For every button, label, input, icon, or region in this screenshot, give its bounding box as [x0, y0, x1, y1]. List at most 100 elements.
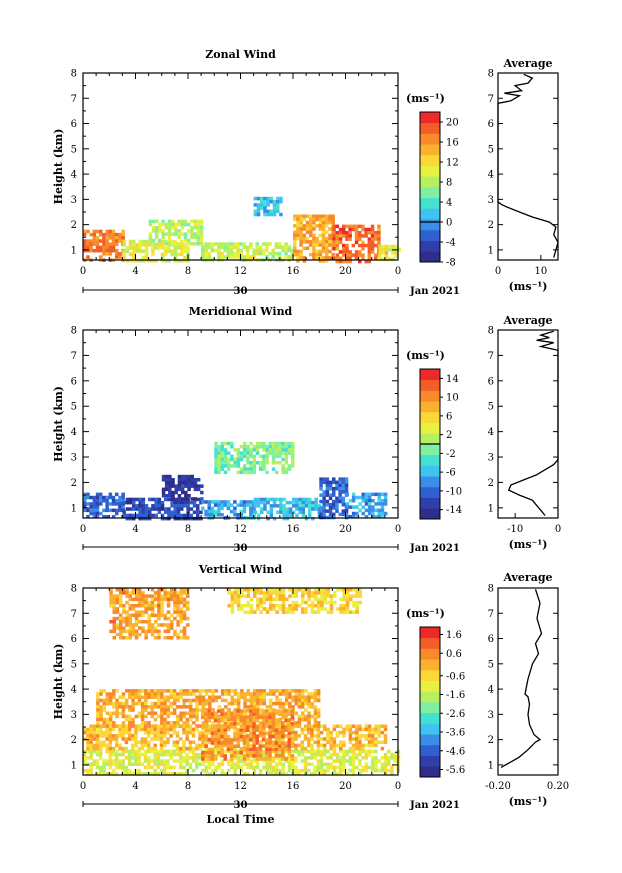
panel3-cell-r5 — [242, 725, 247, 729]
panel3-cell-r3 — [122, 636, 126, 640]
panel2-cell-r3 — [245, 500, 250, 504]
panel2-cell-r6 — [332, 506, 336, 510]
panel3-cell-r0 — [329, 752, 333, 757]
panel3-cell-r5 — [261, 731, 266, 736]
panel3-cell-r0 — [268, 772, 273, 776]
panel1-cell-r6 — [338, 227, 343, 232]
panel3-cell-r5 — [265, 718, 269, 723]
panel1-cell-r5 — [318, 252, 323, 257]
panel1-cell-r6 — [335, 240, 340, 245]
panel3-cell-r2 — [96, 721, 100, 725]
panel1-cell-r0 — [99, 255, 103, 259]
panel3-cell-r5 — [207, 757, 211, 761]
panel1-cell-r2 — [190, 226, 194, 230]
panel3-cell-r0 — [383, 752, 388, 757]
panel3-cell-r0 — [316, 762, 321, 766]
panel3-ytick-label: 4 — [71, 685, 77, 696]
panel3-cell-r4 — [310, 610, 315, 614]
panel3-cell-r4 — [345, 594, 350, 598]
panel3-cell-r3 — [154, 613, 158, 618]
panel1-cell-r3 — [277, 251, 282, 256]
panel3-cell-r4 — [288, 594, 292, 598]
panel3-cell-r2 — [195, 701, 199, 706]
panel3-cell-r2 — [128, 695, 132, 699]
panel2-cell-r4 — [249, 441, 253, 446]
panel2-cell-r7 — [380, 515, 385, 519]
panel3-cell-r1 — [89, 737, 93, 741]
panel2-cell-r4 — [284, 441, 289, 446]
panel3-cell-r2 — [227, 701, 231, 706]
panel3-cell-r1 — [127, 727, 132, 732]
panel2-cell-r5 — [295, 497, 299, 502]
panel3-cell-r2 — [131, 689, 135, 693]
panel3-cell-r0 — [243, 772, 247, 776]
panel3-cell-r1 — [358, 740, 362, 744]
panel1-cell-r2 — [183, 222, 188, 227]
panel3-cell-r5 — [223, 725, 227, 729]
panel3-cell-r1 — [358, 737, 362, 741]
panel3-cell-r0 — [300, 768, 305, 773]
panel2-cell-r6 — [332, 490, 336, 494]
panel2-cell-r7 — [371, 499, 375, 503]
panel2-cell-r4 — [262, 448, 266, 452]
panel3-cell-r5 — [204, 715, 208, 720]
panel2-cell-r4 — [249, 461, 253, 465]
panel2-cell-r2 — [180, 487, 185, 492]
panel3-cell-r4 — [313, 588, 318, 592]
panel3-cell-r0 — [271, 749, 276, 754]
panel2-month-label: Jan 2021 — [409, 543, 460, 554]
panel3-cell-r1 — [383, 734, 388, 738]
panel2-cell-r6 — [341, 512, 346, 517]
panel1-cell-r3 — [217, 242, 221, 246]
panel2-cell-r1 — [122, 513, 126, 518]
panel2-cell-r0 — [99, 492, 103, 497]
panel3-cell-r1 — [291, 730, 295, 735]
panel3-cell-r2 — [227, 721, 231, 725]
panel2-cell-r6 — [322, 509, 326, 513]
panel3-cell-r2 — [115, 714, 119, 719]
panel2-cell-r7 — [348, 499, 353, 503]
panel3-cell-r5 — [245, 728, 250, 732]
panel3-cell-r2 — [169, 689, 174, 693]
panel2-cell-r1 — [160, 516, 165, 521]
panel3-cell-r0 — [281, 762, 285, 766]
panel1-cell-r2 — [148, 222, 153, 227]
panel3-cell-r5 — [223, 757, 227, 761]
panel3-cell-r2 — [137, 689, 142, 693]
panel2-cell-r4 — [265, 457, 269, 462]
panel3-cell-r2 — [294, 689, 298, 693]
panel3-cell-r1 — [307, 737, 311, 741]
panel3-cell-r3 — [122, 626, 126, 630]
panel2-cell-r4 — [255, 461, 260, 465]
panel3-cell-r3 — [150, 604, 155, 608]
panel2-cell-r1 — [180, 500, 184, 505]
panel1-cell-r3 — [274, 242, 279, 246]
panel3-cell-r2 — [300, 717, 305, 722]
panel1-cell-r6 — [332, 240, 336, 245]
panel3-cell-r0 — [124, 749, 129, 754]
panel2-cell-r4 — [249, 467, 253, 471]
panel3-cell-r1 — [355, 746, 359, 751]
panel3-cell-r5 — [213, 741, 218, 745]
panel3-cell-r1 — [303, 737, 308, 741]
panel3-cell-r0 — [108, 749, 113, 754]
panel3-cell-r3 — [154, 620, 158, 624]
panel1-cell-r5 — [321, 230, 326, 234]
panel3-cell-r0 — [323, 768, 327, 773]
panel2-cell-r3 — [233, 506, 237, 511]
panel2-cell-r0 — [89, 511, 93, 516]
panel3-cell-r0 — [163, 759, 167, 763]
panel1-cell-r1 — [122, 252, 126, 257]
panel2-cell-r0 — [121, 495, 125, 500]
panel2-cell-r6 — [328, 512, 333, 517]
panel2-cell-r4 — [239, 454, 244, 459]
panel3-cell-r2 — [131, 721, 135, 725]
panel1-cell-r3 — [274, 251, 279, 256]
panel3-cell-r0 — [115, 749, 119, 754]
panel3-cell-r0 — [383, 765, 388, 770]
panel3-cell-r2 — [140, 708, 145, 712]
panel3-cell-r2 — [108, 714, 113, 719]
panel3-cell-r0 — [188, 762, 193, 766]
panel3-cell-r3 — [141, 600, 145, 605]
panel3-cell-r4 — [246, 591, 251, 595]
